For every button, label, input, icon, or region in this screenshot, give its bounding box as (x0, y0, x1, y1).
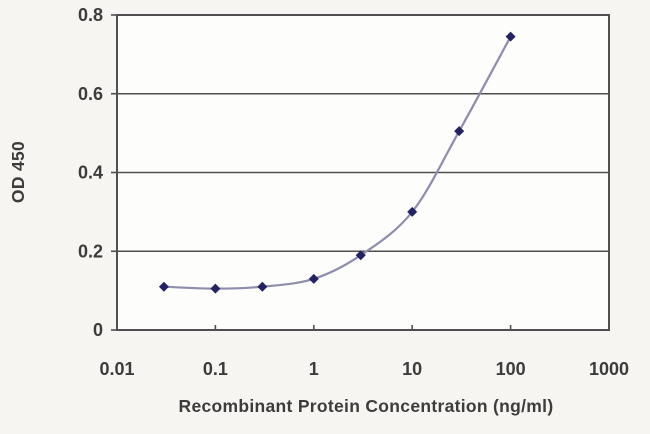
y-axis-label: OD 450 (8, 141, 28, 203)
tick-labels: 0 0.2 0.4 0.6 0.8 0.01 0.1 1 10 100 1000 (78, 5, 629, 379)
data-point-marker (355, 250, 366, 261)
y-tick-label: 0.4 (78, 163, 103, 183)
data-point-marker (210, 283, 221, 294)
plot-frame (116, 14, 610, 331)
data-point-marker (505, 31, 516, 42)
data-point-marker (158, 281, 169, 292)
data-point-marker (407, 206, 418, 217)
y-tick-label: 0.8 (78, 5, 103, 25)
x-tick-label: 10 (402, 359, 422, 379)
gridlines (117, 92, 609, 253)
x-axis-label: Recombinant Protein Concentration (ng/ml… (179, 396, 554, 416)
data-series (158, 31, 516, 294)
data-point-marker (454, 126, 465, 137)
y-tick-label: 0.2 (78, 241, 103, 261)
data-point-marker (257, 281, 268, 292)
x-tick-label: 100 (496, 359, 526, 379)
x-tick-label: 1000 (589, 359, 629, 379)
x-tick-label: 0.01 (99, 359, 134, 379)
y-tick-label: 0 (93, 320, 103, 340)
y-tick-label: 0.6 (78, 84, 103, 104)
x-tick-label: 1 (309, 359, 319, 379)
x-tick-label: 0.1 (203, 359, 228, 379)
data-point-marker (308, 273, 319, 284)
